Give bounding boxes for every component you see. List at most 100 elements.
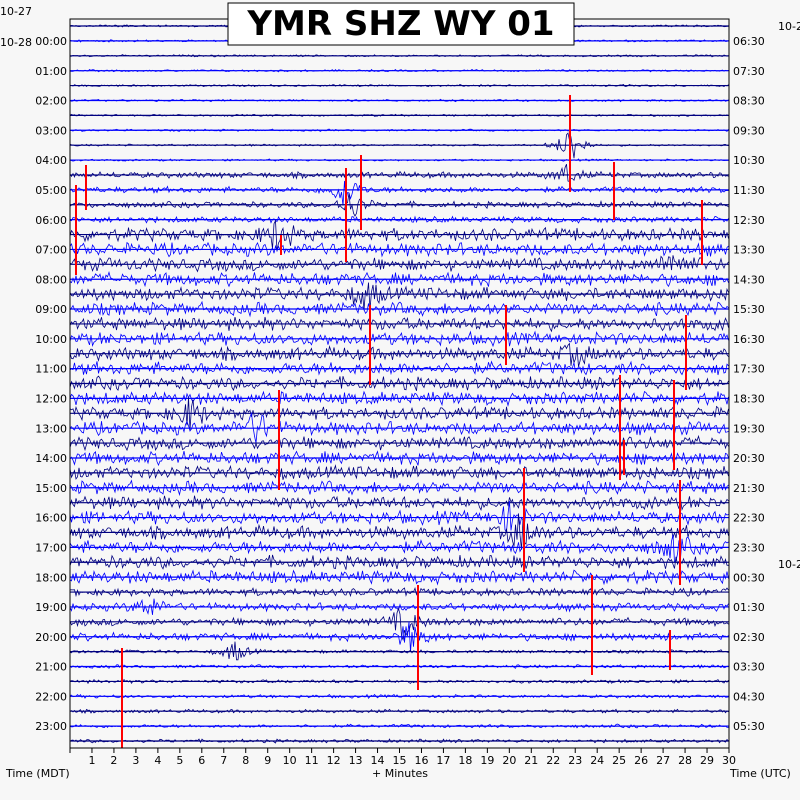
- left-date-top: 10-27: [0, 5, 32, 18]
- left-axis-title: Time (MDT): [5, 767, 70, 780]
- left-hour-label: 05:00: [35, 184, 67, 197]
- left-hour-label: 13:00: [35, 422, 67, 435]
- x-tick-label: 16: [414, 754, 428, 767]
- x-tick-label: 19: [480, 754, 494, 767]
- x-tick-label: 20: [502, 754, 516, 767]
- x-tick-label: 12: [327, 754, 341, 767]
- x-tick-label: 22: [546, 754, 560, 767]
- x-tick-label: 21: [524, 754, 538, 767]
- x-tick-label: 2: [110, 754, 117, 767]
- x-tick-label: 30: [722, 754, 736, 767]
- seismic-trace: [69, 500, 729, 533]
- right-hour-label: 01:30: [733, 601, 765, 614]
- left-hour-labels: 00:00 01:00 02:00 03:00 04:00 05:00 06:00 07:00…: [35, 35, 67, 733]
- x-tick-label: 13: [349, 754, 363, 767]
- seismic-trace: [69, 375, 729, 392]
- right-hour-label: 10:30: [733, 154, 765, 167]
- seismic-trace: [69, 450, 729, 467]
- x-tick-labels: 1 2 3 4 5 6 7 8 9 10 11 12 13 14 15 16 17 18 19 20 21 22 23 24 2…: [88, 754, 736, 767]
- right-hour-label: 09:30: [733, 124, 765, 137]
- left-hour-label: 07:00: [35, 244, 67, 257]
- right-hour-label: 05:30: [733, 720, 765, 733]
- x-tick-label: 25: [612, 754, 626, 767]
- seismic-trace: [69, 282, 729, 311]
- seismic-trace: [69, 215, 729, 224]
- left-hour-label: 14:00: [35, 452, 67, 465]
- x-tick-label: 23: [568, 754, 582, 767]
- x-tick-label: 26: [634, 754, 648, 767]
- left-hour-label: 19:00: [35, 601, 67, 614]
- x-tick-label: 17: [436, 754, 450, 767]
- seismic-trace: [69, 300, 729, 318]
- right-date-mid: 10-2: [778, 558, 800, 571]
- seismic-trace: [69, 434, 729, 452]
- left-hour-label: 02:00: [35, 95, 67, 108]
- x-tick-label: 4: [154, 754, 161, 767]
- right-hour-label: 21:30: [733, 482, 765, 495]
- seismic-trace: [69, 164, 729, 182]
- seismic-trace: [69, 241, 729, 258]
- seismic-trace: [69, 255, 729, 273]
- chart-title: YMR SHZ WY 01: [246, 4, 554, 44]
- clipped-peaks: [75, 95, 703, 748]
- right-hour-label: 07:30: [733, 65, 765, 78]
- right-hour-label: 13:30: [733, 244, 765, 257]
- seismic-trace: [69, 641, 729, 661]
- x-tick-label: 1: [88, 754, 95, 767]
- left-hour-label: 01:00: [35, 65, 67, 78]
- left-hour-label: 21:00: [35, 661, 67, 674]
- x-tick-label: 9: [264, 754, 271, 767]
- right-hour-label: 03:30: [733, 661, 765, 674]
- x-tick-label: 7: [220, 754, 227, 767]
- right-hour-label: 19:30: [733, 422, 765, 435]
- title-box: [227, 2, 575, 46]
- x-tick-label: 27: [656, 754, 670, 767]
- seismic-trace: [69, 534, 729, 563]
- right-date-top: 10-2: [778, 20, 800, 33]
- right-hour-label: 06:30: [733, 35, 765, 48]
- right-hour-label: 22:30: [733, 512, 765, 525]
- left-hour-label: 17:00: [35, 541, 67, 554]
- left-hour-label: 08:00: [35, 273, 67, 286]
- right-hour-label: 04:30: [733, 690, 765, 703]
- left-hour-label: 15:00: [35, 482, 67, 495]
- bottom-axis-title: + Minutes: [372, 767, 428, 780]
- left-date-second: 10-28: [0, 36, 32, 49]
- right-hour-label: 18:30: [733, 393, 765, 406]
- x-tick-label: 11: [305, 754, 319, 767]
- right-hour-label: 17:30: [733, 363, 765, 376]
- left-hour-label: 11:00: [35, 363, 67, 376]
- x-tick-label: 24: [590, 754, 604, 767]
- left-hour-label: 00:00: [35, 35, 67, 48]
- right-hour-label: 15:30: [733, 303, 765, 316]
- left-hour-label: 22:00: [35, 690, 67, 703]
- right-hour-labels: 06:30 07:30 08:30 09:30 10:30 11:30 12:30 13:30…: [733, 35, 765, 733]
- right-hour-label: 20:30: [733, 452, 765, 465]
- left-hour-label: 09:00: [35, 303, 67, 316]
- seismic-trace: [69, 271, 729, 288]
- seismic-trace: [69, 219, 729, 252]
- x-tick-label: 28: [678, 754, 692, 767]
- seismic-trace: [69, 411, 729, 444]
- right-axis-title: Time (UTC): [729, 767, 791, 780]
- right-hour-label: 23:30: [733, 541, 765, 554]
- right-hour-label: 02:30: [733, 631, 765, 644]
- right-hour-label: 08:30: [733, 95, 765, 108]
- x-tick-marks: [69, 748, 730, 753]
- x-tick-label: 8: [242, 754, 249, 767]
- left-hour-label: 23:00: [35, 720, 67, 733]
- left-hour-label: 03:00: [35, 124, 67, 137]
- left-hour-label: 16:00: [35, 512, 67, 525]
- left-hour-label: 12:00: [35, 393, 67, 406]
- right-hour-label: 11:30: [733, 184, 765, 197]
- seismic-trace: [69, 723, 729, 729]
- x-tick-label: 3: [132, 754, 139, 767]
- seismic-trace: [69, 607, 729, 642]
- seismic-trace: [69, 513, 729, 550]
- left-hour-label: 18:00: [35, 571, 67, 584]
- seismic-traces: [69, 24, 729, 744]
- left-hour-label: 10:00: [35, 333, 67, 346]
- right-hour-label: 14:30: [733, 273, 765, 286]
- x-tick-label: 6: [198, 754, 205, 767]
